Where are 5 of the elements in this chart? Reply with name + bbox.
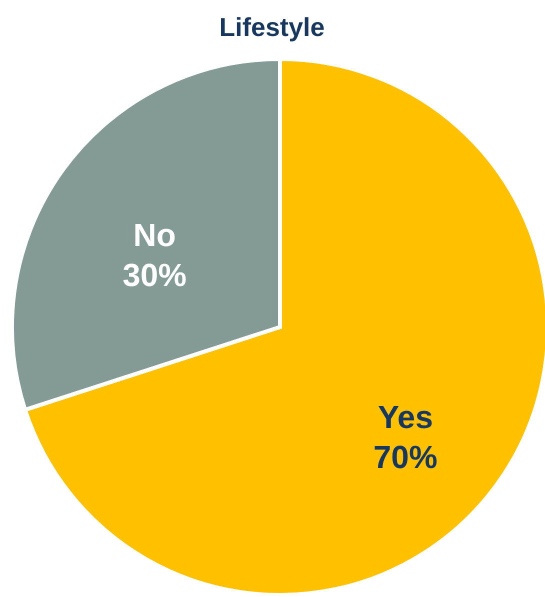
chart-title: Lifestyle [219,12,325,42]
data-label: 30% [122,256,187,293]
slice-label: No [133,216,176,253]
data-label: 70% [373,439,438,476]
slice-label: Yes [378,399,433,436]
